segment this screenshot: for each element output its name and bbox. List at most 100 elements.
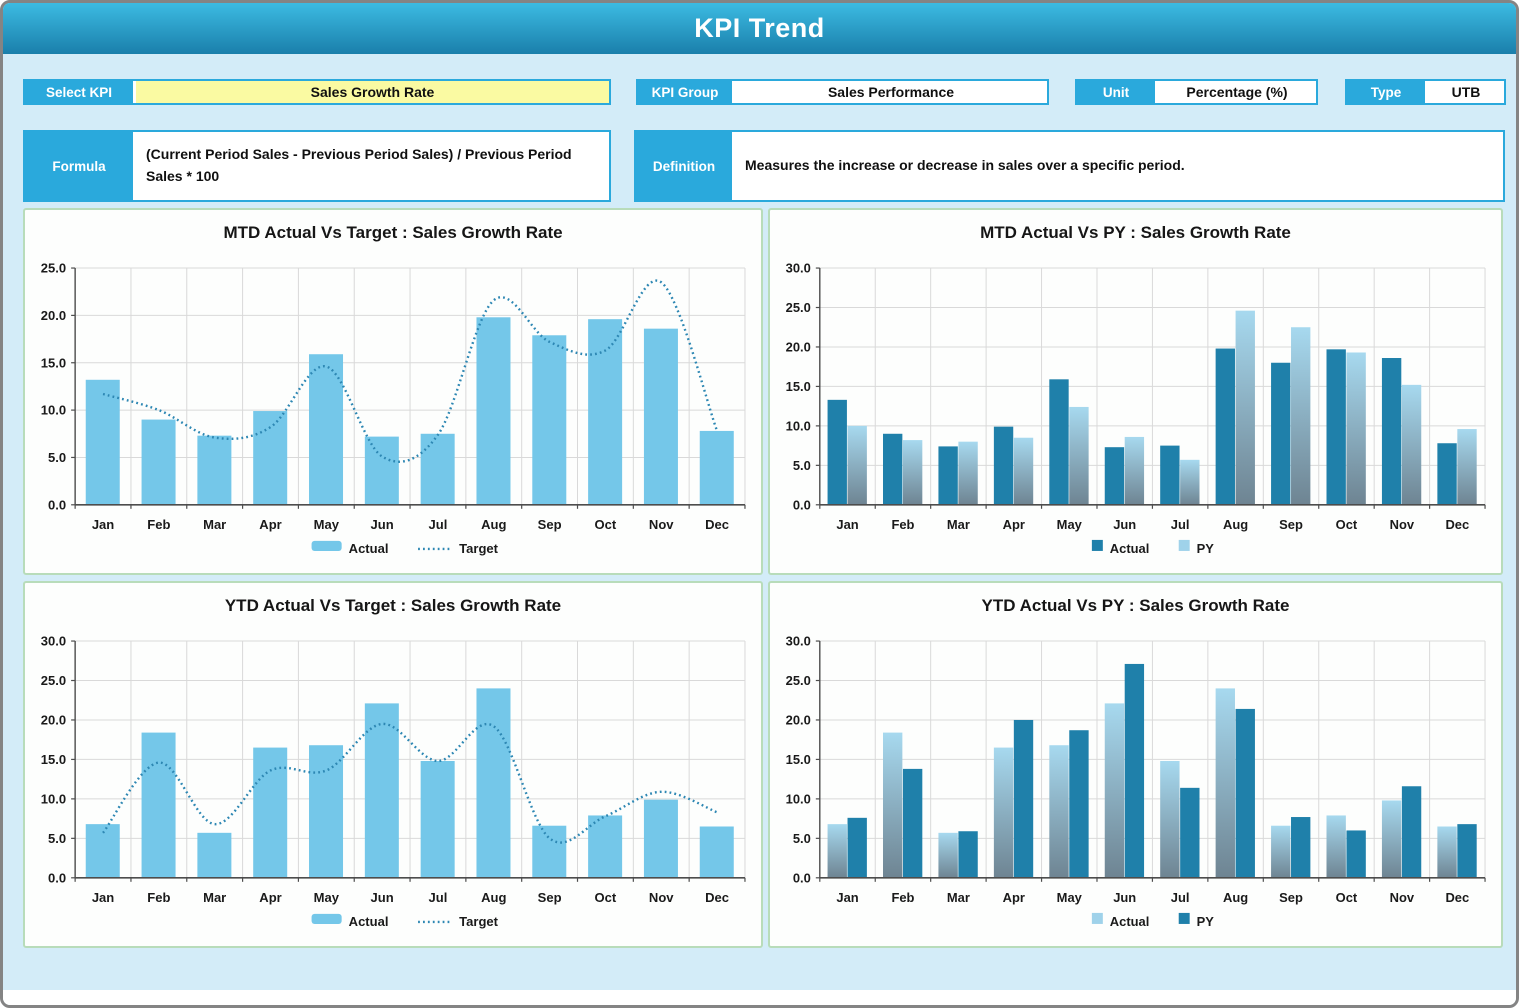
bar	[1401, 384, 1422, 505]
bar-series-actual	[827, 348, 1457, 505]
bar	[958, 441, 978, 505]
y-axis-label: 15.0	[786, 379, 811, 394]
y-axis-label: 0.0	[48, 497, 66, 512]
y-axis-label: 0.0	[793, 870, 811, 885]
y-axis-label: 25.0	[41, 673, 66, 688]
y-axis-label: 0.0	[793, 497, 811, 512]
bar	[1381, 358, 1402, 505]
legend-square-swatch	[1091, 539, 1103, 551]
kpi-group-label: KPI Group	[638, 81, 732, 103]
definition-field: Definition Measures the increase or decr…	[634, 130, 1505, 202]
formula-value: (Current Period Sales - Previous Period …	[136, 132, 609, 200]
bar-series-actual	[85, 317, 734, 505]
x-axis-label: Oct	[595, 890, 617, 905]
y-axis-label: 25.0	[786, 300, 811, 315]
bar	[364, 436, 399, 505]
bar	[1069, 730, 1089, 878]
bar	[1235, 310, 1255, 505]
bar	[847, 425, 867, 505]
mtd-actual-vs-py-chart: 0.0 5.0 10.0 15.0 20.0 25.0 30.0 Jan Feb Mar Apr Ma…	[786, 261, 1486, 556]
legend: Actual PY	[1091, 539, 1214, 556]
gridlines	[74, 267, 746, 506]
bar	[141, 419, 176, 505]
bar	[1160, 445, 1180, 505]
bar	[1437, 826, 1457, 878]
bar	[1235, 708, 1255, 878]
bar	[938, 446, 958, 505]
bar	[1013, 437, 1034, 505]
legend-label: PY	[1197, 914, 1215, 929]
x-axis-label: Oct	[1336, 517, 1358, 532]
y-axis-label: 10.0	[41, 403, 66, 418]
bar	[1457, 824, 1477, 878]
ytd-actual-vs-target-chart: 0.0 5.0 10.0 15.0 20.0 25.0 30.0 Jan Feb Mar Apr Ma…	[41, 634, 746, 929]
bar	[1291, 327, 1311, 505]
target-line	[102, 279, 719, 463]
bar	[1215, 688, 1235, 878]
x-axis-label: Mar	[947, 517, 970, 532]
legend-bar-swatch	[311, 540, 342, 551]
unit-label: Unit	[1077, 81, 1155, 103]
x-axis-label: Apr	[1003, 517, 1025, 532]
y-axis-label: 5.0	[48, 831, 66, 846]
bar	[847, 817, 867, 878]
y-axis-label: 0.0	[48, 870, 66, 885]
bar	[476, 317, 511, 505]
y-axis-label: 5.0	[48, 450, 66, 465]
bar	[309, 354, 344, 505]
x-axis-label: Feb	[147, 890, 170, 905]
x-axis-label: Sep	[1279, 517, 1303, 532]
bar	[85, 379, 120, 505]
bar	[643, 799, 678, 878]
bar	[643, 328, 678, 505]
bar	[1326, 349, 1346, 505]
legend: Actual Target	[311, 913, 499, 929]
x-axis-label: Nov	[649, 890, 674, 905]
page-title: KPI Trend	[694, 13, 825, 43]
bar	[1069, 406, 1089, 505]
gridlines	[819, 640, 1486, 879]
x-axis-label: Aug	[481, 517, 506, 532]
formula-field: Formula (Current Period Sales - Previous…	[23, 130, 611, 202]
x-axis-label: Jun	[1113, 517, 1136, 532]
mtd-actual-vs-py-panel: MTD Actual Vs PY : Sales Growth Rate 0.0…	[768, 208, 1503, 575]
x-axis-label: Jul	[429, 517, 448, 532]
x-axis-label: May	[314, 890, 340, 905]
bar	[532, 825, 567, 878]
bar-series-actual	[827, 688, 1457, 878]
bar	[1104, 447, 1125, 505]
x-axis-label: Apr	[259, 517, 281, 532]
bar	[1124, 436, 1145, 505]
select-kpi-value[interactable]: Sales Growth Rate	[136, 81, 609, 103]
bar	[1049, 745, 1069, 878]
type-field: Type UTB	[1345, 79, 1506, 105]
ytd-actual-vs-py-panel: YTD Actual Vs PY : Sales Growth Rate 0.0…	[768, 581, 1503, 948]
type-label: Type	[1347, 81, 1425, 103]
bar	[1160, 761, 1180, 878]
kpi-group-field: KPI Group Sales Performance	[636, 79, 1049, 105]
ytd-actual-vs-target-panel: YTD Actual Vs Target : Sales Growth Rate…	[23, 581, 763, 948]
bar	[883, 732, 903, 878]
bar	[958, 831, 978, 878]
bar	[588, 319, 623, 505]
bar	[1013, 719, 1034, 878]
bar	[420, 433, 455, 505]
x-axis-label: Jul	[1171, 517, 1190, 532]
x-axis-label: Aug	[481, 890, 506, 905]
bar	[1381, 800, 1402, 878]
bar	[993, 747, 1014, 878]
y-axis-label: 20.0	[41, 712, 66, 727]
bar	[902, 440, 923, 505]
bar	[827, 399, 847, 505]
legend-bar-swatch	[311, 913, 342, 924]
bar	[699, 430, 734, 505]
x-axis-label: May	[314, 517, 340, 532]
x-axis-label: Oct	[1336, 890, 1358, 905]
chart-title: YTD Actual Vs Target : Sales Growth Rate	[224, 596, 562, 615]
bar	[253, 747, 288, 878]
bar	[827, 824, 847, 878]
definition-value: Measures the increase or decrease in sal…	[735, 132, 1503, 200]
y-axis-label: 30.0	[786, 261, 811, 276]
legend: Actual Target	[311, 540, 499, 556]
bar	[364, 703, 399, 878]
